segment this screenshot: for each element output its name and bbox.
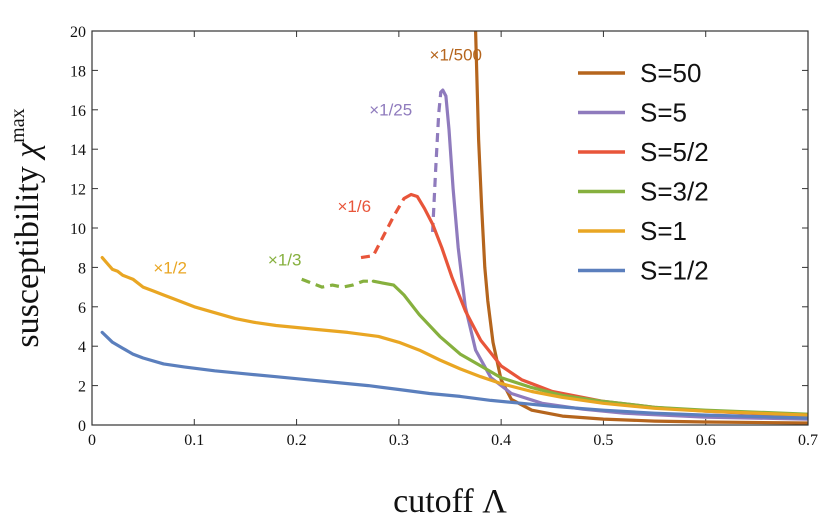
y-tick-label: 6 [78,300,86,317]
annotation-S-1: ×1/2 [153,258,187,277]
annotation-layer: ×1/500 ×1/25 ×1/6 ×1/3 ×1/2 [153,46,482,278]
annotation-S-5: ×1/25 [369,101,412,120]
axis-ticks: 0 0.1 0.2 0.3 0.4 0.5 0.6 0.7 0 2 4 6 8 10 12 14 16 18 20 [70,24,818,449]
series-line-S-1-2 [100,330,808,420]
legend-label-S-50: S=50 [640,58,701,88]
y-tick-label: 2 [78,379,86,396]
legend-label-S-3-2: S=3/2 [640,177,709,207]
x-tick-label: 0.7 [798,432,818,449]
legend-label-S-5-2: S=5/2 [640,137,709,167]
series-line-dashed-S-3-2 [301,277,374,289]
y-tick-label: 10 [70,221,86,238]
y-axis-title-text: susceptibility [9,166,46,347]
legend-label-S-5: S=5 [640,98,687,128]
svg-text:susceptibility χmax: susceptibility χmax [7,108,46,347]
x-tick-label: 0.2 [287,432,307,449]
x-tick-label: 0.3 [389,432,409,449]
legend-label-S-1-2: S=1/2 [640,256,709,286]
annotation-S-3-2: ×1/3 [268,250,302,269]
y-tick-label: 14 [70,142,86,159]
y-tick-label: 20 [70,24,86,41]
y-axis-superscript: max [7,108,29,142]
x-axis-title: cutoff Λ [393,483,507,520]
y-tick-label: 12 [70,182,86,199]
x-tick-label: 0.6 [696,432,716,449]
x-tick-label: 0.1 [184,432,204,449]
x-tick-label: 0.4 [491,432,511,449]
series-line-S-1 [100,256,808,417]
series-layer [100,31,808,425]
series-line-S-5-2 [402,192,808,418]
x-tick-label: 0.5 [593,432,613,449]
legend-label-S-1: S=1 [640,216,687,246]
x-axis-symbol: Λ [482,483,507,520]
y-axis-title: susceptibility χmax [7,108,46,347]
legend: S=50 S=5 S=5/2 S=3/2 S=1 S=1/2 [578,58,709,286]
series-line-dashed-S-5-2 [360,197,406,260]
series-line-S-5 [439,88,808,421]
series-line-dashed-S-5 [431,91,443,232]
y-tick-label: 0 [78,418,86,435]
plot-frame [91,30,809,426]
annotation-S-5-2: ×1/6 [337,197,371,216]
y-tick-label: 8 [78,260,86,277]
x-axis-title-text: cutoff [393,483,474,520]
annotation-S-50: ×1/500 [430,46,482,65]
y-tick-label: 18 [70,63,86,80]
x-tick-label: 0 [88,432,96,449]
y-tick-label: 16 [70,103,86,120]
y-axis-symbol: χ [9,142,46,161]
y-tick-label: 4 [78,339,86,356]
